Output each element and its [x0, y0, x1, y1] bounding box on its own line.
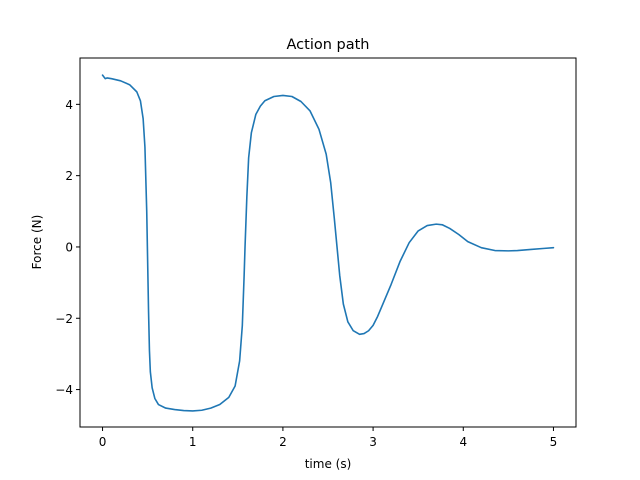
- x-tick-label: 2: [279, 435, 287, 449]
- x-tick-label: 3: [369, 435, 377, 449]
- x-tick-label: 0: [99, 435, 107, 449]
- x-axis: 0 1 2 3 4 5: [99, 427, 558, 449]
- chart-title: Action path: [287, 37, 370, 53]
- y-tick-label: 4: [65, 98, 73, 112]
- x-tick-label: 5: [550, 435, 558, 449]
- plot-frame: [79, 57, 577, 428]
- x-axis-label: time (s): [305, 457, 352, 471]
- y-tick-label: −4: [55, 383, 73, 397]
- x-tick-label: 1: [189, 435, 197, 449]
- y-axis-label: Force (N): [30, 215, 44, 270]
- x-tick-label: 4: [459, 435, 467, 449]
- series-line-0: [101, 74, 555, 412]
- y-axis: −4 −2 0 2 4: [55, 98, 80, 397]
- y-tick-label: −2: [55, 312, 73, 326]
- y-tick-label: 0: [65, 240, 73, 254]
- y-tick-label: 2: [65, 169, 73, 183]
- plot-area: [101, 74, 555, 412]
